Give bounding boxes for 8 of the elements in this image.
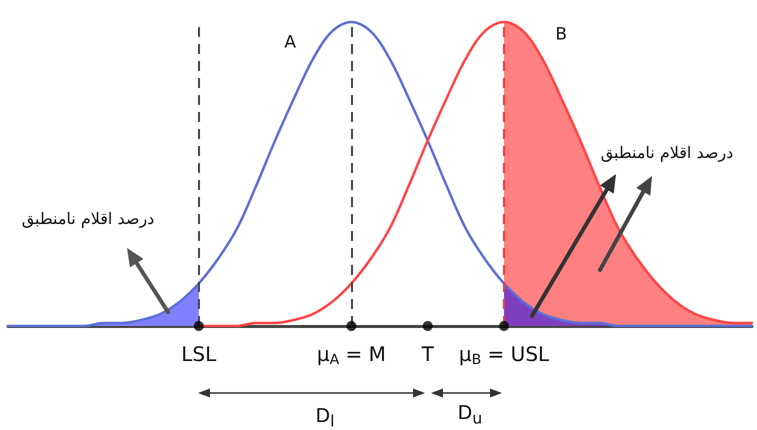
series-label: B [555,24,568,44]
text: D$_{l}$ [315,404,335,430]
series-label: A [284,32,296,52]
annotation: درصد اقلام نامنطبق [600,143,734,162]
text: D$_{u}$ [458,402,482,428]
annotation: درصد اقلام نامنطبق [22,209,154,228]
x-tick-label: T [420,342,435,366]
x-tick-label: LSL [181,342,218,366]
